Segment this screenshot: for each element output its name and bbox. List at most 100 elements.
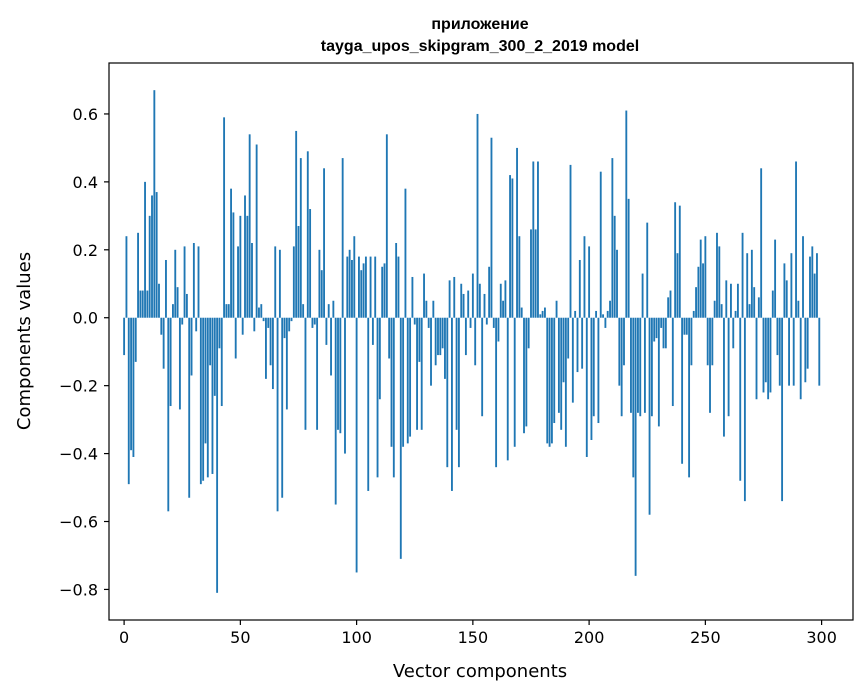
bar [646, 222, 649, 318]
bar [451, 317, 453, 491]
x-tick-label: 150 [458, 628, 489, 647]
bar [411, 276, 414, 318]
bar [702, 263, 704, 318]
bar [634, 317, 637, 576]
bar [597, 317, 600, 424]
bar [434, 317, 437, 366]
bar [697, 266, 700, 318]
bar [764, 317, 767, 383]
bar [746, 253, 749, 318]
bar [183, 246, 186, 318]
bar [623, 317, 625, 366]
y-tick-label: 0.2 [73, 241, 98, 260]
bar [736, 283, 739, 318]
bar [778, 317, 781, 386]
bar [495, 317, 498, 468]
bar [172, 304, 174, 318]
bar [369, 256, 372, 318]
y-tick-label: −0.4 [59, 445, 98, 464]
bar [650, 317, 653, 417]
bar [711, 317, 714, 366]
bar [213, 317, 216, 396]
bar [653, 317, 656, 342]
bar [690, 317, 693, 366]
bar [346, 256, 349, 318]
bar [530, 229, 532, 318]
bar [274, 246, 277, 318]
bar [799, 317, 802, 400]
bar [265, 317, 267, 379]
bar [151, 195, 153, 318]
bar [776, 317, 779, 356]
bar [353, 236, 356, 318]
bar [478, 283, 481, 318]
bar [371, 317, 374, 345]
bar [539, 314, 542, 318]
bar [739, 317, 742, 481]
bar [795, 161, 797, 318]
bar [218, 317, 221, 349]
bar [523, 317, 525, 434]
bar [769, 317, 772, 393]
bar [420, 317, 423, 430]
bar [269, 317, 272, 366]
bar [578, 259, 581, 318]
bar [327, 304, 330, 318]
bar [657, 317, 660, 427]
bar [446, 317, 449, 468]
bar [604, 317, 607, 328]
bar [802, 236, 804, 318]
bar [283, 317, 286, 339]
bar [130, 317, 133, 451]
bar [643, 317, 646, 413]
bar [683, 317, 686, 335]
bar [804, 317, 807, 383]
bar [185, 293, 188, 318]
bar [513, 317, 516, 447]
bar [692, 310, 695, 318]
bar [367, 317, 370, 491]
bar [781, 317, 784, 502]
bar [492, 317, 495, 328]
bar [627, 198, 630, 318]
bar [704, 236, 707, 318]
bar [488, 266, 491, 318]
bar [762, 317, 765, 393]
bar [699, 239, 702, 318]
bar [504, 280, 507, 318]
bar [790, 253, 793, 318]
bar [695, 287, 697, 318]
bar [616, 249, 618, 318]
bar [818, 317, 821, 386]
bar [320, 270, 323, 318]
bar [413, 317, 416, 325]
bar [537, 161, 539, 318]
bar [378, 317, 381, 400]
bar [732, 317, 735, 349]
bar [155, 192, 158, 318]
bar [743, 317, 746, 502]
bar [525, 317, 528, 427]
bar [206, 317, 209, 478]
bar [337, 317, 339, 430]
bar [253, 317, 256, 332]
bar [309, 209, 312, 318]
bar [713, 300, 716, 318]
bar [590, 317, 593, 440]
bar [595, 310, 598, 318]
bar [788, 317, 790, 386]
bar [364, 256, 367, 318]
bar [162, 317, 165, 369]
bar [348, 249, 351, 318]
bar [548, 317, 551, 447]
bar [248, 134, 251, 318]
bar [416, 317, 418, 430]
bar [225, 304, 228, 318]
bar [123, 317, 126, 356]
bar [313, 317, 316, 325]
bar [423, 273, 425, 318]
bar [230, 188, 232, 318]
bar [611, 158, 614, 318]
bar [709, 317, 711, 413]
bar [609, 300, 611, 318]
